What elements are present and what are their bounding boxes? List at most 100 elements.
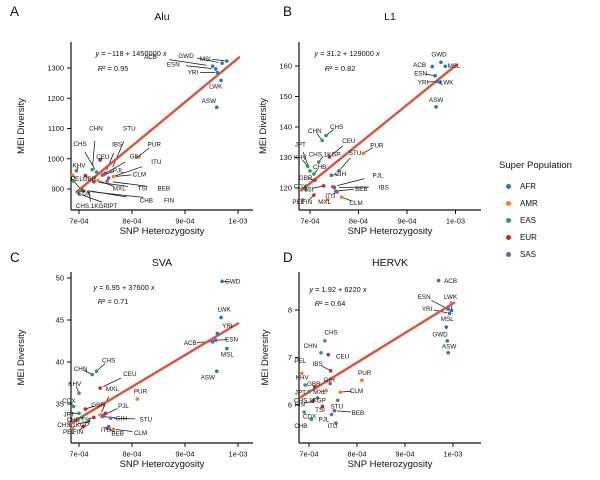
data-point-CEU [327, 155, 332, 159]
pop-label-YRI: YRI [188, 69, 199, 76]
pop-label-GIH: GIH [335, 171, 347, 178]
pop-label-GBR: GBR [299, 175, 313, 182]
data-point-ITU [106, 176, 111, 180]
pop-label-STU: STU [139, 416, 152, 423]
y-tick-label: 140 [279, 123, 292, 132]
data-point-TSI [320, 404, 325, 409]
y-axis-title: MEI Diversity [258, 98, 269, 154]
data-point-BEB [105, 426, 109, 431]
data-point-IBS [103, 411, 108, 416]
data-point-MXL [325, 197, 330, 202]
label-leader-line [116, 429, 133, 432]
label-leader-line [186, 65, 212, 69]
data-point-GBR [312, 385, 317, 389]
label-leader-line [75, 386, 79, 393]
pop-label-ITU: ITU [327, 423, 338, 430]
legend-title: Super Population [499, 160, 572, 171]
pop-label-TSI: TSI [315, 407, 325, 414]
eas-dot-icon [506, 218, 511, 223]
data-point-STU [109, 416, 113, 421]
pop-label-CEU: CEU [96, 154, 110, 161]
pop-label-GWD: GWD [432, 331, 448, 338]
data-point-CLM [111, 174, 116, 179]
data-point-GBR [83, 407, 88, 411]
pop-label-PJL: PJL [118, 403, 129, 410]
pop-label-LWK: LWK [218, 306, 232, 313]
label-leader-line [97, 363, 106, 371]
pop-label-ACB: ACB [184, 340, 197, 347]
pop-label-KHV: KHV [73, 163, 87, 170]
label-leader-line [77, 421, 88, 425]
label-leader-line [101, 396, 110, 413]
data-point-CHB [312, 172, 316, 176]
pop-label-PEL: PEL [71, 176, 83, 183]
label-leader-line [326, 129, 334, 135]
pop-label-BEB: BEB [355, 186, 368, 193]
data-point-PEL [300, 198, 305, 202]
pop-label-IBS: IBS [112, 141, 122, 148]
pop-label-FIN: FIN [295, 401, 306, 408]
label-leader-line [82, 194, 103, 203]
data-point-GWD [220, 279, 224, 284]
pop-label-BEB: BEB [111, 431, 124, 438]
data-point-ASW [215, 105, 219, 110]
data-point-CHS.1KGP [86, 419, 91, 424]
label-leader-line [312, 185, 323, 189]
pop-label-CHS.1KGP: CHS.1KGP [309, 152, 341, 159]
data-point-ESN [433, 73, 437, 78]
data-point-MSL [225, 346, 229, 351]
x-tick-label: 7e-04 [299, 450, 318, 459]
data-point-CEU [98, 158, 102, 162]
data-point-CLM [338, 390, 343, 394]
pop-label-STU: STU [349, 150, 362, 157]
pop-label-PEL: PEL [63, 429, 75, 436]
label-leader-line [84, 151, 96, 170]
pop-label-ITU: ITU [151, 159, 162, 166]
pop-label-YRI: YRI [222, 323, 233, 330]
data-point-ACB [210, 340, 215, 344]
pop-label-FIN: FIN [164, 197, 175, 204]
pop-label-CDX: CDX [62, 398, 76, 405]
data-point-PJL [102, 172, 106, 177]
pop-label-ASW: ASW [429, 97, 443, 104]
label-leader-line [319, 156, 324, 162]
pop-label-GIH: GIH [116, 415, 128, 422]
x-axis-title: SNP Heterozygosity [120, 459, 205, 470]
data-point-FIN [311, 399, 315, 404]
regression-line [300, 63, 458, 192]
pop-label-IBS: IBS [379, 184, 389, 191]
data-point-PEL [300, 371, 304, 375]
data-point-CHS.1KGP [315, 396, 320, 400]
data-point-ITU [334, 421, 338, 425]
pop-label-PJL: PJL [372, 172, 383, 179]
label-leader-line [98, 182, 129, 187]
pop-label-JPT: JPT [63, 411, 74, 418]
data-point-IBS [328, 369, 333, 373]
data-point-TSI [92, 415, 96, 420]
label-leader-line [114, 417, 136, 420]
regression-line [299, 301, 456, 399]
label-leader-line [112, 181, 147, 187]
eur-dot-icon [506, 235, 511, 240]
y-tick-label: 1200 [47, 94, 64, 103]
pop-label-ASW: ASW [201, 374, 215, 381]
pop-label-CEU: CEU [336, 353, 350, 360]
pop-label-JPT: JPT [106, 203, 117, 210]
y-axis-title: MEI Diversity [16, 329, 27, 385]
pop-label-CDX: CDX [303, 414, 317, 421]
pop-label-GIH: GIH [130, 154, 142, 161]
x-tick-label: 1e-03 [228, 450, 247, 459]
panel-A: A Alu 7e-04 8e-04 9e-04 1e-03 900 1000 1100 1200 1… [10, 4, 253, 237]
label-leader-line [332, 173, 338, 176]
pop-label-GIH: GIH [324, 377, 336, 384]
data-point-LWK [449, 308, 454, 313]
y-tick-label: 50 [56, 274, 64, 283]
data-point-CHS.1KGP [86, 190, 91, 194]
panel-title-C: SVA [152, 257, 172, 269]
pop-label-GWD: GWD [178, 53, 194, 60]
pop-label-ESN: ESN [167, 62, 180, 69]
data-point-CHS [94, 170, 99, 174]
pop-label-CHS: CHS [102, 358, 115, 365]
x-tick-label: 8e-04 [122, 450, 141, 459]
y-tick-label: 160 [279, 62, 292, 71]
